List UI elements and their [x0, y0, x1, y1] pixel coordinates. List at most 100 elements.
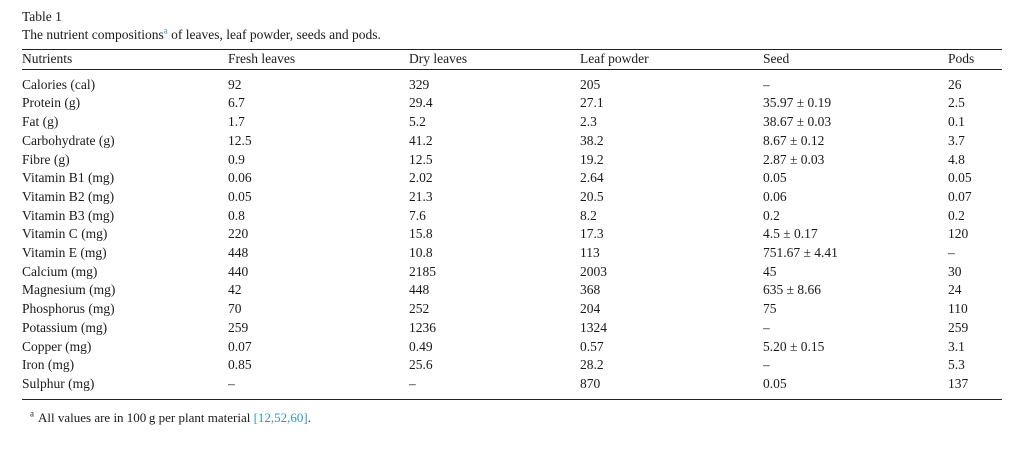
- table-header: Nutrients Fresh leaves Dry leaves Leaf powd…: [22, 49, 1002, 70]
- table-row: Protein (g) 6.7 29.4 27.1 35.97 ± 0.19 2.5: [22, 94, 1002, 113]
- value-cell: 440: [228, 263, 249, 279]
- footnote-text: All values are in 100 g per plant materi…: [38, 409, 254, 425]
- value-cell: 0.57: [580, 338, 604, 354]
- footnote-marker: a: [30, 408, 34, 419]
- header-row: Nutrients Fresh leaves Dry leaves Leaf powd…: [22, 49, 1002, 70]
- nutrient-name-cell: Magnesium (mg): [22, 282, 116, 298]
- table-row: Phosphorus (mg) 70 252 204 75 110: [22, 300, 1002, 319]
- value-cell: 751.67 ± 4.41: [763, 245, 838, 261]
- value-cell: 0.05: [763, 374, 948, 400]
- value-cell: –: [409, 374, 580, 400]
- value-cell: 2.3: [580, 114, 597, 130]
- nutrient-name-cell: Vitamin C (mg): [22, 226, 108, 242]
- value-cell: 635 ± 8.66: [763, 282, 822, 298]
- value-cell: 0.9: [228, 151, 245, 167]
- value-cell: 17.3: [580, 226, 604, 242]
- value-cell: 259: [948, 319, 969, 335]
- column-header: Dry leaves: [409, 49, 580, 70]
- value-cell: –: [763, 76, 770, 92]
- value-cell: 204: [580, 301, 601, 317]
- value-cell: 5.3: [948, 357, 965, 373]
- nutrient-name-cell: Vitamin B1 (mg): [22, 170, 115, 186]
- value-cell: 2.64: [580, 170, 604, 186]
- value-cell: 21.3: [409, 188, 433, 204]
- reference-link[interactable]: [12,52,60]: [253, 409, 308, 425]
- value-cell: 35.97 ± 0.19: [763, 95, 832, 111]
- value-cell: 70: [228, 301, 242, 317]
- value-cell: 329: [409, 76, 430, 92]
- value-cell: –: [228, 374, 409, 400]
- value-cell: 5.2: [409, 114, 426, 130]
- value-cell: 8.67 ± 0.12: [763, 132, 825, 148]
- value-cell: 0.05: [763, 170, 787, 186]
- value-cell: 0.05: [948, 170, 972, 186]
- value-cell: 870: [580, 374, 763, 400]
- value-cell: 448: [409, 282, 430, 298]
- nutrient-name-cell: Calcium (mg): [22, 263, 98, 279]
- value-cell: 0.49: [409, 338, 433, 354]
- value-cell: –: [763, 357, 770, 373]
- value-cell: 92: [228, 76, 242, 92]
- value-cell: 38.2: [580, 132, 604, 148]
- value-cell: 448: [228, 245, 249, 261]
- footnote-marker-link[interactable]: a: [163, 25, 168, 36]
- table-row: Fibre (g) 0.9 12.5 19.2 2.87 ± 0.03 4.8: [22, 151, 1002, 170]
- table-row: Iron (mg) 0.85 25.6 28.2 – 5.3: [22, 356, 1002, 375]
- value-cell: 15.8: [409, 226, 433, 242]
- value-cell: 7.6: [409, 207, 426, 223]
- value-cell: 2185: [409, 263, 436, 279]
- nutrient-name-cell: Potassium (mg): [22, 319, 108, 335]
- value-cell: 3.7: [948, 132, 965, 148]
- nutrient-name-cell: Protein (g): [22, 95, 81, 111]
- nutrient-name-cell: Vitamin E (mg): [22, 245, 107, 261]
- nutrient-name-cell: Vitamin B2 (mg): [22, 188, 115, 204]
- value-cell: 220: [228, 226, 249, 242]
- nutrient-name-cell: Carbohydrate (g): [22, 132, 115, 148]
- value-cell: 2.5: [948, 95, 965, 111]
- table-row: Potassium (mg) 259 1236 1324 – 259: [22, 319, 1002, 338]
- value-cell: 0.05: [228, 188, 252, 204]
- table-row: Copper (mg) 0.07 0.49 0.57 5.20 ± 0.15 3.1: [22, 338, 1002, 357]
- table-row: Vitamin E (mg) 448 10.8 113 751.67 ± 4.41 –: [22, 244, 1002, 263]
- value-cell: 12.5: [409, 151, 433, 167]
- value-cell: 38.67 ± 0.03: [763, 114, 832, 130]
- value-cell: 2003: [580, 263, 607, 279]
- table-row: Carbohydrate (g) 12.5 41.2 38.2 8.67 ± 0.12 3…: [22, 132, 1002, 151]
- value-cell: 252: [409, 301, 430, 317]
- value-cell: 113: [580, 245, 600, 261]
- value-cell: 42: [228, 282, 242, 298]
- value-cell: 4.5 ± 0.17: [763, 226, 818, 242]
- value-cell: 0.07: [228, 338, 252, 354]
- value-cell: 205: [580, 76, 601, 92]
- value-cell: 5.20 ± 0.15: [763, 338, 825, 354]
- value-cell: 0.06: [228, 170, 252, 186]
- table-row: Magnesium (mg) 42 448 368 635 ± 8.66 24: [22, 281, 1002, 300]
- value-cell: 27.1: [580, 95, 604, 111]
- nutrient-name-cell: Sulphur (mg): [22, 374, 228, 400]
- value-cell: 75: [763, 301, 777, 317]
- table-label: Table 1: [22, 9, 62, 24]
- value-cell: 20.5: [580, 188, 604, 204]
- value-cell: 30: [948, 263, 962, 279]
- nutrient-table: Nutrients Fresh leaves Dry leaves Leaf powd…: [22, 49, 1002, 400]
- value-cell: 25.6: [409, 357, 433, 373]
- value-cell: 0.85: [228, 357, 252, 373]
- value-cell: 19.2: [580, 151, 604, 167]
- value-cell: 1236: [409, 319, 436, 335]
- table-row: Sulphur (mg) – –870 0.05 137: [22, 374, 1002, 400]
- value-cell: 1.7: [228, 114, 245, 130]
- value-cell: 41.2: [409, 132, 433, 148]
- value-cell: 3.1: [948, 338, 965, 354]
- column-header: Nutrients: [22, 49, 228, 70]
- value-cell: 259: [228, 319, 249, 335]
- table-row: Vitamin B2 (mg) 0.05 21.3 20.5 0.06 0.07: [22, 188, 1002, 207]
- caption-text-suffix: of leaves, leaf powder, seeds and pods.: [167, 27, 381, 42]
- nutrient-name-cell: Iron (mg): [22, 357, 75, 373]
- value-cell: 28.2: [580, 357, 604, 373]
- value-cell: 1324: [580, 319, 607, 335]
- table-row: Fat (g) 1.7 5.2 2.3 38.67 ± 0.03 0.1: [22, 113, 1002, 132]
- value-cell: 368: [580, 282, 601, 298]
- value-cell: 120: [948, 226, 969, 242]
- table-row: Vitamin B1 (mg) 0.06 2.02 2.64 0.05 0.05: [22, 169, 1002, 188]
- nutrient-name-cell: Copper (mg): [22, 338, 92, 354]
